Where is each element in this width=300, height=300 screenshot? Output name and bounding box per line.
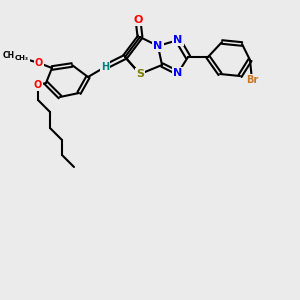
Text: CH₃: CH₃ [2, 50, 18, 59]
Text: CH₃: CH₃ [15, 55, 29, 61]
Text: H: H [101, 62, 109, 72]
Text: O: O [35, 58, 43, 68]
Text: N: N [153, 41, 163, 51]
Text: S: S [136, 69, 144, 79]
Text: N: N [173, 35, 183, 45]
Text: N: N [173, 68, 183, 78]
Text: Br: Br [246, 75, 258, 85]
Text: CH₃: CH₃ [2, 50, 18, 59]
Text: O: O [34, 80, 42, 90]
Text: O: O [133, 15, 143, 25]
